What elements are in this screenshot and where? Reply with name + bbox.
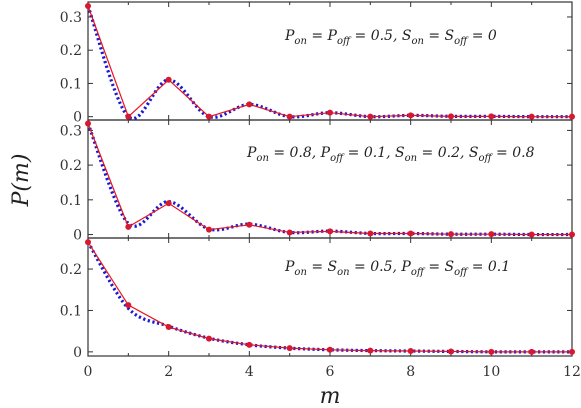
- panel-2-points: [85, 120, 575, 238]
- panel-2-point: [85, 120, 91, 127]
- panel-1-point: [206, 113, 212, 120]
- panel-2-point: [528, 231, 535, 238]
- panel-3-point: [528, 348, 535, 355]
- panel-3-point: [448, 348, 454, 355]
- panel-1-point: [165, 76, 172, 83]
- panel-1: 0 0.1 0.2 0.3 Pon = Poff = 0.5, Son = Soff …: [60, 1, 575, 126]
- panel-1-y-tick-label: 0.3: [60, 10, 82, 26]
- panel-1-y-tick-label: 0.1: [60, 76, 82, 92]
- x-axis-title: m: [320, 384, 341, 408]
- panel-2-point: [286, 229, 293, 236]
- panel-3-point: [327, 346, 333, 353]
- panel-2-point: [206, 226, 212, 233]
- panel-1-point: [407, 112, 414, 119]
- panel-1-point: [448, 113, 454, 120]
- panel-2-annotation: Pon = 0.8, Poff = 0.1, Son = 0.2, Soff =…: [246, 145, 535, 164]
- y-axis-title: P(m): [9, 154, 34, 208]
- panel-3-point: [165, 324, 172, 331]
- panel-1-point: [367, 113, 374, 120]
- panel-2-point: [448, 231, 454, 238]
- panel-1-point: [327, 109, 333, 116]
- x-tick-label: 8: [406, 364, 415, 380]
- panel-3: 0 0.1 0.2 Pon = Son = 0.5, Poff = Soff = 0…: [60, 237, 575, 361]
- panel-1-point: [488, 113, 495, 120]
- panel-1-point: [286, 113, 293, 120]
- panel-1-points: [85, 2, 575, 120]
- panel-2-y-tick-label: 0.3: [60, 123, 82, 139]
- panel-3-y-tick-label: 0.1: [60, 303, 82, 319]
- panel-2-solid-line: [87, 123, 572, 236]
- panel-3-point: [488, 348, 495, 355]
- panel-1-solid-series: [87, 5, 572, 118]
- panel-3-point: [569, 348, 575, 355]
- panel-3-annotation: Pon = Son = 0.5, Poff = Soff = 0.1: [284, 259, 510, 278]
- panel-1-dotted-curve: [86, 5, 573, 121]
- panel-3-y-tick-label: 0.2: [60, 262, 82, 278]
- panel-2-y-tick-label: 0.2: [60, 158, 82, 174]
- panel-3-point: [407, 348, 414, 355]
- panel-3-frame: [87, 237, 573, 357]
- x-tick-label: 12: [563, 364, 581, 380]
- panel-3-point: [85, 239, 91, 246]
- panel-3-point: [206, 335, 212, 342]
- panel-2-point: [488, 231, 495, 238]
- panel-3-points: [85, 239, 575, 355]
- panel-1-y-tick-label: 0.2: [60, 43, 82, 59]
- panel-2-point: [125, 223, 132, 230]
- panel-2-frame: [87, 119, 573, 239]
- panel-1-point: [246, 101, 253, 108]
- panel-3-point: [125, 302, 132, 309]
- panel-3-point: [286, 345, 293, 352]
- panel-2-ticks: 0 0.1 0.2 0.3: [60, 120, 573, 244]
- panel-3-ticks: 0 0.1 0.2: [60, 238, 573, 361]
- x-tick-label: 6: [326, 364, 335, 380]
- panel-2-dotted-curve: [86, 122, 573, 237]
- panel-2-y-tick-label: 0: [73, 228, 82, 244]
- panel-1-point: [85, 2, 91, 9]
- x-tick-label: 4: [245, 364, 254, 380]
- x-tick-label: 0: [84, 364, 93, 380]
- panel-2-point: [367, 230, 374, 237]
- panel-2-y-tick-label: 0.1: [60, 193, 82, 209]
- panel-1-y-tick-label: 0: [73, 110, 82, 126]
- panel-1-point: [528, 113, 535, 120]
- x-tick-label: 2: [164, 364, 173, 380]
- panel-2: 0 0.1 0.2 0.3 Pon = 0.8, Poff = 0.1, Son = …: [60, 119, 575, 244]
- panel-2-point: [246, 221, 253, 228]
- panel-1-frame: [87, 1, 573, 121]
- panel-1-dotted-series: [86, 5, 573, 121]
- panel-1-ticks: 0 0.1 0.2 0.3: [60, 2, 573, 126]
- panel-3-y-tick-label: 0: [73, 345, 82, 361]
- panel-2-point: [165, 200, 172, 207]
- panel-2-point: [569, 231, 575, 238]
- x-tick-labels: 0 2 4 6 8 10 12: [84, 364, 581, 380]
- panel-1-point: [569, 113, 575, 120]
- panel-3-point: [367, 347, 374, 354]
- panel-1-annotation: Pon = Poff = 0.5, Son = Soff = 0: [284, 28, 497, 47]
- panel-1-solid-line: [87, 5, 572, 118]
- panel-2-point: [327, 228, 333, 235]
- panel-2-dotted-series: [86, 122, 573, 237]
- panel-2-point: [407, 230, 414, 237]
- x-tick-label: 10: [482, 364, 500, 380]
- panel-3-point: [246, 341, 253, 348]
- panel-1-point: [125, 113, 132, 120]
- panel-2-solid-series: [87, 123, 572, 236]
